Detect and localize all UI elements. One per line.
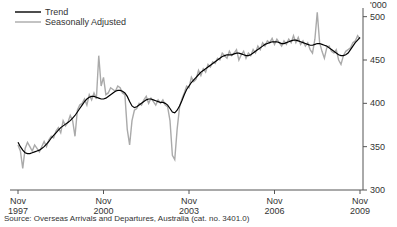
y-tick-label: 400 <box>370 98 385 108</box>
x-tick-label-part: Nov <box>95 196 112 206</box>
y-tick-label: 350 <box>370 142 385 152</box>
legend-label: Trend <box>45 7 68 17</box>
y-tick <box>363 60 367 61</box>
series-line <box>18 12 360 168</box>
y-tick <box>363 146 367 147</box>
y-axis <box>363 8 364 190</box>
x-axis <box>10 190 363 191</box>
y-tick <box>363 190 367 191</box>
x-tick-label: Nov2000 <box>93 196 113 216</box>
legend-label: Seasonally Adjusted <box>45 17 126 27</box>
x-tick-label: Nov2003 <box>179 196 199 216</box>
series-line <box>18 37 360 153</box>
x-tick <box>18 190 19 194</box>
y-tick <box>363 16 367 17</box>
x-tick-label: Nov1997 <box>8 196 28 216</box>
x-tick-label: Nov2006 <box>264 196 284 216</box>
x-tick-label-part: 2009 <box>350 206 370 216</box>
y-tick-label: 300 <box>370 185 385 195</box>
chart: 300 350 400 450 500 '000 Nov1997 Nov2000 Nov2003… <box>0 0 397 227</box>
legend-swatch <box>15 11 41 12</box>
x-tick-label: Nov2009 <box>350 196 370 216</box>
y-tick <box>363 103 367 104</box>
x-tick <box>360 190 361 194</box>
x-tick <box>274 190 275 194</box>
source: Source: Overseas Arrivals and Departures… <box>4 214 250 223</box>
y-tick-label: 450 <box>370 55 385 65</box>
x-tick-label-part: Nov <box>266 196 283 206</box>
x-tick <box>189 190 190 194</box>
x-tick-label-part: Nov <box>352 196 369 206</box>
plot-area <box>18 12 360 168</box>
legend-swatch <box>15 21 41 22</box>
x-tick-label-part: 2006 <box>264 206 284 216</box>
x-tick-label-part: Nov <box>10 196 27 206</box>
y-tick-label: 500 <box>370 12 385 22</box>
y-axis-label: '000 <box>370 0 387 10</box>
x-tick <box>103 190 104 194</box>
x-tick-label-part: Nov <box>181 196 198 206</box>
